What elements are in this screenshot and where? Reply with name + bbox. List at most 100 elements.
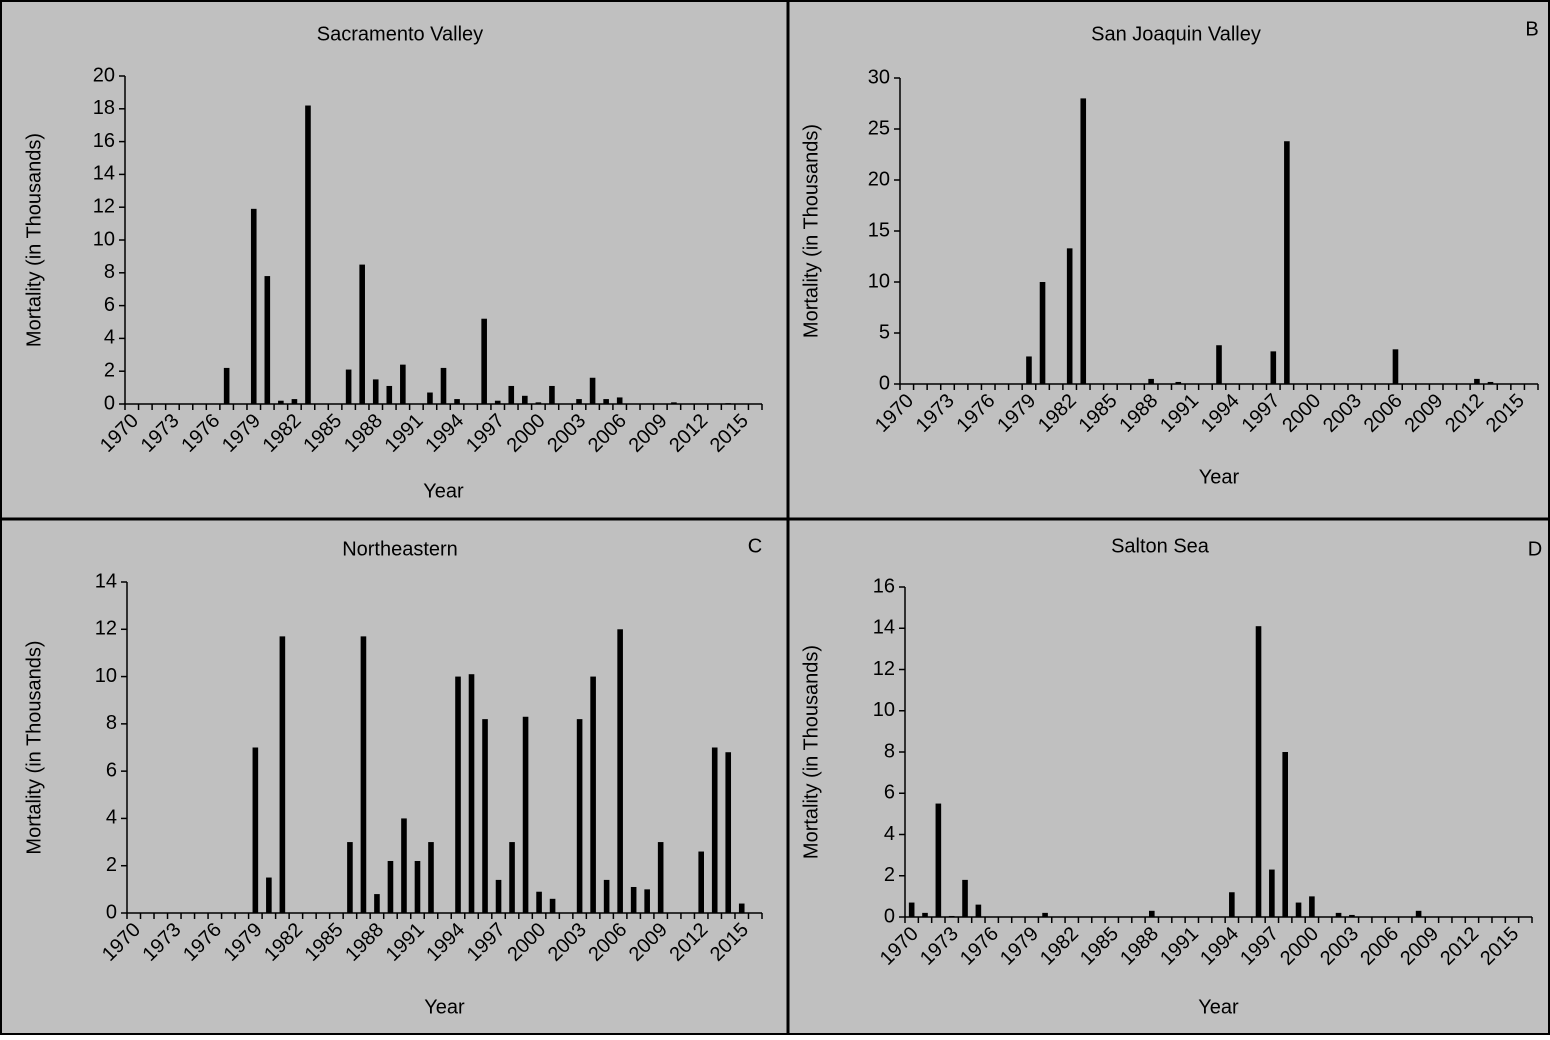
y-tick-label: 16 xyxy=(93,130,115,152)
bar xyxy=(603,399,609,404)
y-tick-label: 8 xyxy=(104,261,115,283)
y-tick-label: 0 xyxy=(106,901,117,923)
bar xyxy=(508,385,515,404)
y-tick-label: 14 xyxy=(873,617,895,639)
bar xyxy=(400,364,406,404)
y-axis-title: Mortality (in Thousands) xyxy=(800,124,822,338)
bar xyxy=(1270,351,1277,384)
bar xyxy=(644,889,650,913)
y-tick-label: 12 xyxy=(93,195,115,217)
bar xyxy=(428,842,434,913)
bar xyxy=(468,674,475,913)
bar xyxy=(975,904,982,917)
y-tick-label: 2 xyxy=(104,359,115,381)
bar xyxy=(725,752,732,913)
bar xyxy=(1415,910,1422,917)
y-tick-label: 25 xyxy=(868,117,890,139)
bar xyxy=(522,716,529,913)
bar xyxy=(345,369,352,404)
bar xyxy=(657,842,664,913)
y-tick-label: 5 xyxy=(879,321,890,343)
y-tick-label: 18 xyxy=(93,97,115,119)
bar xyxy=(1349,914,1355,917)
bar xyxy=(1175,381,1182,384)
bar xyxy=(698,851,705,913)
bar xyxy=(1148,378,1154,384)
bar xyxy=(223,367,230,404)
bar xyxy=(725,403,731,404)
y-tick-label: 2 xyxy=(106,854,117,876)
bar xyxy=(922,912,928,917)
chart-title: Salton Sea xyxy=(1111,535,1210,557)
y-tick-label: 16 xyxy=(873,575,895,597)
bar xyxy=(374,894,380,913)
y-tick-label: 6 xyxy=(106,759,117,781)
y-tick-label: 20 xyxy=(93,64,115,86)
bar xyxy=(279,636,286,913)
bar xyxy=(908,902,915,917)
bar xyxy=(617,629,623,913)
bar xyxy=(671,402,677,404)
bar xyxy=(1295,902,1302,917)
bar xyxy=(372,379,379,404)
bar xyxy=(414,860,421,913)
bar xyxy=(427,392,433,404)
bar xyxy=(482,719,488,913)
y-tick-label: 4 xyxy=(884,823,895,845)
bar xyxy=(266,877,272,913)
y-tick-label: 10 xyxy=(93,228,115,250)
bar xyxy=(1042,912,1048,917)
bar xyxy=(401,818,407,913)
y-tick-label: 12 xyxy=(95,618,117,640)
y-tick-label: 30 xyxy=(868,66,890,88)
bar xyxy=(522,395,528,404)
bar xyxy=(386,385,393,404)
bar xyxy=(603,879,610,913)
bar xyxy=(305,105,311,405)
y-tick-label: 10 xyxy=(873,699,895,721)
y-axis-title: Mortality (in Thousands) xyxy=(800,645,822,859)
chart-title: Sacramento Valley xyxy=(317,23,483,45)
bar xyxy=(589,377,596,404)
panel-label: C xyxy=(748,535,762,557)
bar xyxy=(1148,910,1155,917)
bar xyxy=(1474,378,1480,384)
bar xyxy=(1487,381,1494,384)
bar xyxy=(1255,626,1262,917)
y-tick-label: 0 xyxy=(879,372,890,394)
bar xyxy=(454,399,460,404)
x-axis-title: Year xyxy=(424,996,465,1018)
bar xyxy=(250,208,257,404)
bar xyxy=(1392,349,1399,384)
bar xyxy=(549,898,556,913)
bar xyxy=(291,399,298,404)
y-tick-label: 15 xyxy=(868,219,890,241)
bar xyxy=(360,636,367,913)
y-tick-label: 10 xyxy=(95,665,117,687)
bar xyxy=(359,264,365,404)
bar xyxy=(1216,345,1222,384)
bar xyxy=(509,842,515,913)
y-tick-label: 4 xyxy=(104,327,115,349)
bar xyxy=(576,399,582,404)
bar xyxy=(440,367,447,404)
bar xyxy=(264,276,271,404)
bar xyxy=(1229,892,1235,917)
bar xyxy=(481,318,487,404)
y-tick-label: 12 xyxy=(873,658,895,680)
y-tick-label: 8 xyxy=(884,740,895,762)
bar xyxy=(948,915,955,917)
x-axis-title: Year xyxy=(1198,996,1239,1018)
bar xyxy=(455,676,461,913)
bar xyxy=(1335,912,1342,917)
x-axis-title: Year xyxy=(1199,466,1240,488)
y-tick-label: 4 xyxy=(106,807,117,829)
bar xyxy=(711,747,718,913)
y-tick-label: 0 xyxy=(884,905,895,927)
y-tick-label: 6 xyxy=(884,782,895,804)
bar xyxy=(935,803,942,917)
chart-title: Northeastern xyxy=(342,538,458,560)
y-tick-label: 10 xyxy=(868,270,890,292)
bar xyxy=(1284,141,1290,384)
